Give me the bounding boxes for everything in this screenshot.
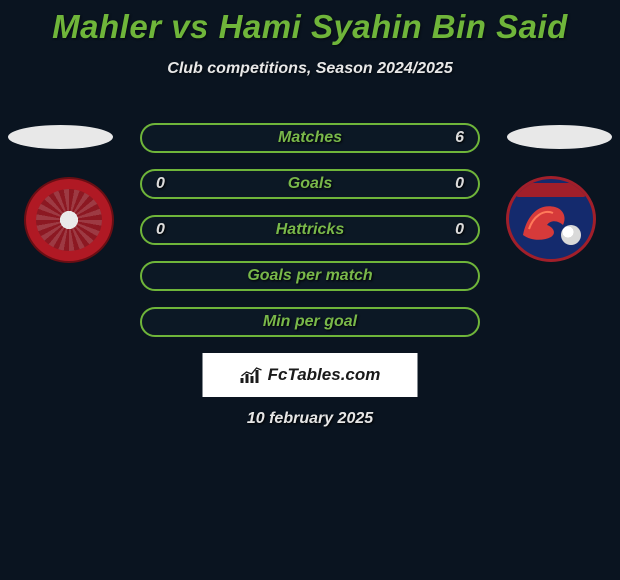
stat-row-goals: 0 Goals 0 bbox=[140, 169, 480, 199]
stat-value-left: 0 bbox=[156, 221, 176, 239]
page-title: Mahler vs Hami Syahin Bin Said bbox=[0, 0, 620, 46]
stat-row-min-per-goal: Min per goal bbox=[140, 307, 480, 337]
brand-text: FcTables.com bbox=[268, 365, 381, 385]
stat-value-right: 6 bbox=[444, 129, 464, 147]
stats-table: Matches 6 0 Goals 0 0 Hattricks 0 Goals … bbox=[140, 123, 480, 353]
club-badge-right-icon bbox=[506, 176, 596, 262]
stat-label: Goals bbox=[176, 175, 444, 193]
player-photo-placeholder-right bbox=[507, 125, 612, 149]
player-photo-placeholder-left bbox=[8, 125, 113, 149]
brand-box[interactable]: FcTables.com bbox=[203, 353, 418, 397]
stat-row-matches: Matches 6 bbox=[140, 123, 480, 153]
date-text: 10 february 2025 bbox=[0, 410, 620, 428]
stat-label: Min per goal bbox=[176, 313, 444, 331]
stat-value-right: 0 bbox=[444, 175, 464, 193]
stat-label: Hattricks bbox=[176, 221, 444, 239]
stat-row-hattricks: 0 Hattricks 0 bbox=[140, 215, 480, 245]
stat-row-goals-per-match: Goals per match bbox=[140, 261, 480, 291]
stat-value-left: 0 bbox=[156, 175, 176, 193]
club-badge-right bbox=[506, 176, 596, 262]
stat-value-right: 0 bbox=[444, 221, 464, 239]
club-badge-left-icon bbox=[24, 177, 114, 263]
stat-label: Matches bbox=[176, 129, 444, 147]
stat-label: Goals per match bbox=[176, 267, 444, 285]
club-badge-left bbox=[24, 177, 114, 263]
bar-chart-icon bbox=[240, 366, 264, 384]
page-subtitle: Club competitions, Season 2024/2025 bbox=[0, 60, 620, 78]
